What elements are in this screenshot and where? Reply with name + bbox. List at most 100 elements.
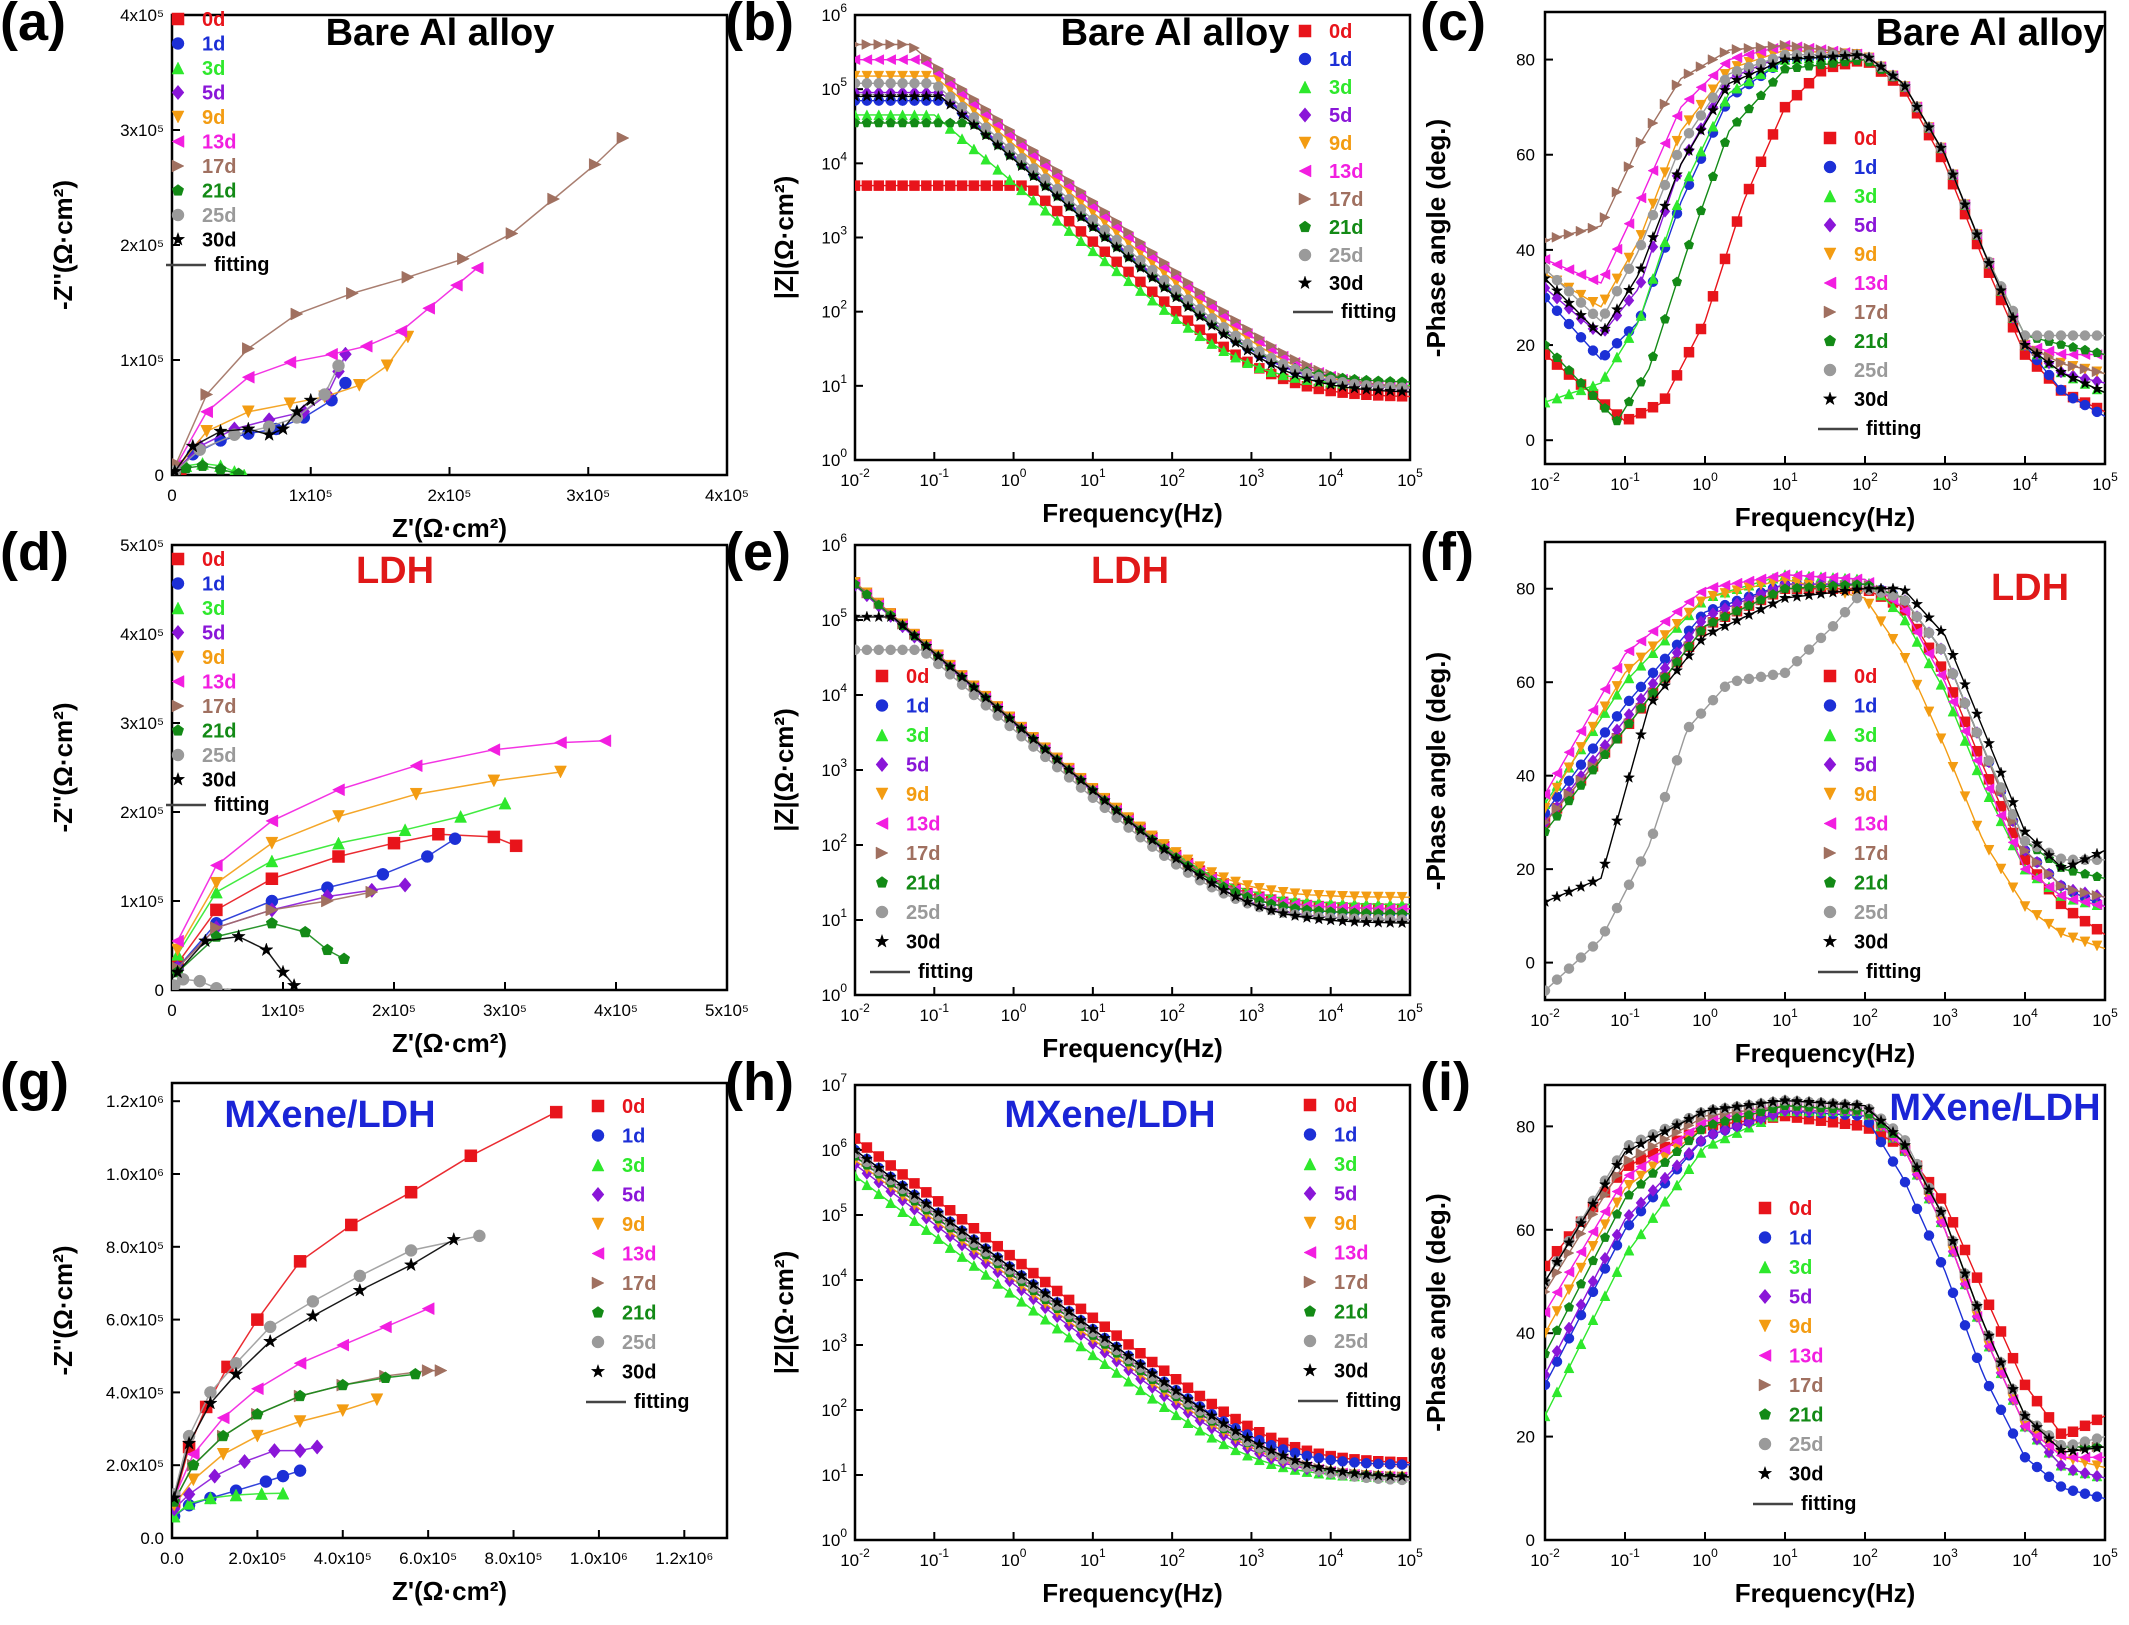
- point-25d: [1611, 285, 1623, 297]
- x-tick-label: 102: [1159, 1546, 1185, 1570]
- x-tick-label: 101: [1080, 1001, 1106, 1025]
- y-tick-label: 40: [1516, 767, 1535, 786]
- x-tick-label: 103: [1932, 1546, 1958, 1570]
- point-30d: [1193, 1401, 1207, 1413]
- point-25d: [1695, 708, 1707, 719]
- x-tick-label: 0: [167, 486, 176, 505]
- point-25d: [873, 78, 885, 89]
- point-13d: [1575, 1246, 1587, 1258]
- fitting-line-30d: [855, 95, 1410, 393]
- legend-label: 30d: [202, 230, 236, 252]
- point-0d: [1182, 1382, 1194, 1393]
- point-1d: [1361, 1457, 1372, 1469]
- point-9d: [2031, 910, 2043, 921]
- point-21d: [1599, 749, 1611, 759]
- point-3d: [1551, 1386, 1563, 1398]
- point-30d: [872, 610, 885, 623]
- point-30d: [231, 928, 246, 943]
- point-13d: [1743, 575, 1755, 587]
- point-0d: [1016, 1258, 1027, 1270]
- point-13d: [1995, 810, 2007, 821]
- point-25d: [1659, 179, 1671, 191]
- x-tick-label: 1.2x10⁶: [655, 1549, 713, 1568]
- point-17d: [1551, 802, 1563, 814]
- point-30d: [1814, 587, 1828, 600]
- point-0d: [464, 1149, 478, 1163]
- point-30d: [1934, 141, 1948, 154]
- point-30d: [979, 691, 993, 704]
- point-3d: [1671, 199, 1683, 211]
- point-13d: [394, 324, 408, 338]
- point-30d: [1062, 200, 1076, 213]
- point-3d: [1659, 1195, 1671, 1207]
- x-tick-label: 103: [1239, 466, 1265, 490]
- point-13d: [2031, 872, 2043, 884]
- point-30d: [1288, 909, 1302, 922]
- point-3d: [1923, 657, 1935, 669]
- point-21d: [1779, 63, 1791, 74]
- point-30d: [920, 1197, 933, 1210]
- x-tick-label: 100: [1001, 466, 1027, 490]
- point-3d: [1599, 1290, 1611, 1301]
- point-0d: [1170, 1374, 1182, 1385]
- point-30d: [1550, 1255, 1564, 1268]
- x-tick-label: 103: [1932, 470, 1958, 494]
- point-13d: [1911, 626, 1923, 638]
- point-13d: [1959, 725, 1971, 737]
- y-tick-label: 103: [821, 756, 847, 780]
- point-30d: [1086, 783, 1100, 796]
- point-21d: [1551, 352, 1563, 362]
- point-13d: [1983, 783, 1995, 795]
- point-13d: [1935, 669, 1947, 681]
- point-30d: [1395, 916, 1409, 929]
- point-1d: [2007, 1428, 2019, 1439]
- point-3d: [1683, 1163, 1695, 1175]
- point-30d: [1886, 582, 1900, 595]
- legend-marker-1d: [1823, 699, 1837, 712]
- point-17d: [1135, 236, 1146, 248]
- legend-marker-0d: [1823, 669, 1837, 683]
- point-17d: [200, 388, 214, 401]
- point-30d: [1205, 319, 1218, 331]
- legend-label: 5d: [1329, 105, 1352, 127]
- point-9d: [409, 787, 423, 801]
- point-17d: [1099, 206, 1111, 218]
- legend-marker-30d: [1297, 275, 1313, 290]
- legend-label: 13d: [202, 132, 236, 154]
- point-30d: [213, 423, 228, 438]
- point-30d: [1718, 1101, 1732, 1114]
- y-tick-label: 0: [1526, 954, 1535, 973]
- point-25d: [1923, 627, 1935, 638]
- point-13d: [325, 347, 338, 361]
- point-21d: [1803, 60, 1815, 71]
- point-30d: [1110, 241, 1123, 253]
- fitting-line-21d: [1545, 1104, 2105, 1448]
- point-25d: [1551, 274, 1563, 286]
- point-9d: [265, 836, 279, 850]
- point-3d: [1935, 678, 1947, 690]
- legend-marker-0d: [1823, 131, 1837, 145]
- y-axis-title: -Z''(Ω·cm²): [48, 1246, 78, 1376]
- point-13d: [1695, 586, 1707, 598]
- point-13d: [1647, 1152, 1659, 1164]
- point-30d: [1922, 611, 1936, 623]
- point-30d: [1169, 852, 1183, 864]
- point-13d: [487, 743, 501, 757]
- point-30d: [1754, 602, 1768, 615]
- point-25d: [1887, 590, 1899, 601]
- point-25d: [210, 981, 223, 990]
- point-30d: [884, 89, 897, 102]
- point-3d: [1194, 1424, 1206, 1436]
- point-30d: [1193, 869, 1207, 881]
- legend-marker-21d: [171, 184, 185, 196]
- point-9d: [1611, 1197, 1623, 1209]
- point-3d: [498, 796, 512, 810]
- point-5d: [1623, 294, 1635, 307]
- x-tick-label: 10-1: [919, 466, 949, 490]
- point-13d: [1827, 572, 1839, 583]
- x-tick-label: 105: [1397, 1001, 1423, 1025]
- point-3d: [855, 1170, 861, 1182]
- y-tick-label: 101: [821, 1461, 847, 1485]
- legend-label: 1d: [906, 696, 929, 718]
